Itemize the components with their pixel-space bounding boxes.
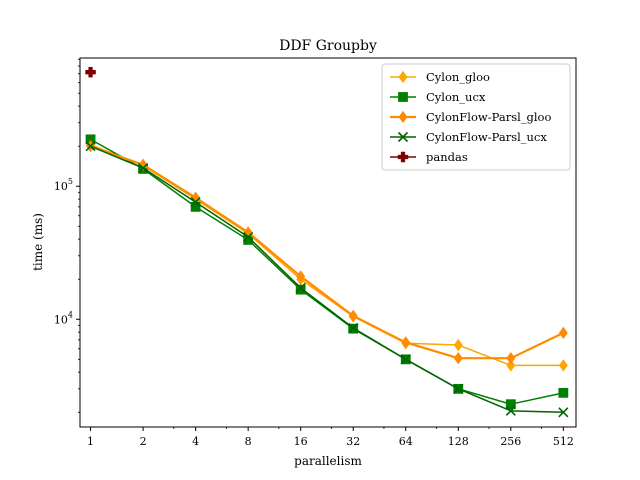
legend-marker [398, 70, 408, 84]
data-point [505, 399, 516, 410]
x-tick-label: 4 [192, 435, 199, 448]
series-line [90, 145, 564, 360]
series-line [90, 138, 564, 405]
x-tick-label: 16 [294, 435, 308, 448]
legend-label: CylonFlow-Parsl_ucx [426, 130, 547, 144]
x-tick-label: 32 [346, 435, 360, 448]
data-point [296, 270, 306, 283]
data-point [453, 351, 463, 365]
legend-item: CylonFlow-Parsl_ucx [390, 130, 547, 144]
data-point [558, 407, 569, 418]
y-axis-label: time (ms) [31, 213, 45, 271]
x-tick-label: 128 [448, 435, 469, 448]
data-point [453, 383, 464, 394]
y-tick-label: 105 [54, 177, 73, 193]
x-tick-label: 256 [500, 435, 521, 448]
data-point [348, 309, 358, 323]
plot-frame [79, 57, 577, 428]
data-point [348, 322, 359, 334]
series-cylonflow-parsl-ucx [85, 141, 569, 418]
legend-marker [397, 151, 409, 163]
x-tick-label: 64 [399, 435, 413, 448]
y-axis: 104 105 [54, 58, 80, 413]
data-point [190, 197, 201, 208]
legend-item: CylonFlow-Parsl_gloo [390, 110, 551, 124]
legend-item: Cylon_gloo [390, 70, 490, 84]
legend-label: CylonFlow-Parsl_gloo [426, 110, 551, 124]
legend-label: Cylon_ucx [426, 90, 486, 104]
x-tick-label: 2 [140, 435, 147, 448]
legend-item: Cylon_ucx [390, 90, 486, 104]
x-tick-label: 8 [245, 435, 252, 448]
series-line [90, 145, 564, 414]
legend-box [381, 63, 571, 171]
data-point [138, 158, 148, 171]
data-point [558, 326, 568, 340]
data-point [453, 338, 463, 352]
x-tick-label: 1 [87, 435, 94, 448]
data-point [558, 359, 568, 372]
legend-marker [397, 131, 409, 143]
data-point [506, 359, 516, 372]
data-point [295, 282, 306, 294]
x-axis-label: parallelism [294, 454, 362, 468]
y-tick-label: 104 [54, 310, 73, 326]
x-tick-label: 512 [553, 435, 574, 448]
chart-title: DDF Groupby [279, 38, 377, 54]
legend-marker [398, 92, 408, 102]
legend-item: pandas [390, 150, 468, 164]
legend: Cylon_gloo Cylon_ucx CylonFlow-Parsl_gloo C… [381, 63, 571, 171]
data-point [85, 141, 96, 152]
data-point [401, 336, 411, 349]
data-point [400, 354, 411, 365]
legend-label: pandas [426, 150, 468, 164]
series-cylonflow-parsl-gloo [86, 139, 568, 365]
series-pandas [85, 66, 96, 78]
data-point [243, 231, 254, 243]
legend-label: Cylon_gloo [426, 70, 490, 84]
series-layer [85, 66, 569, 418]
data-point [506, 351, 516, 365]
data-point [558, 387, 569, 398]
data-point [138, 162, 149, 174]
data-point [295, 284, 306, 295]
data-point [505, 405, 516, 416]
x-axis: 1 2 4 8 16 32 64 128 256 512 [87, 427, 574, 448]
data-point [85, 66, 96, 78]
legend-marker [398, 110, 408, 124]
